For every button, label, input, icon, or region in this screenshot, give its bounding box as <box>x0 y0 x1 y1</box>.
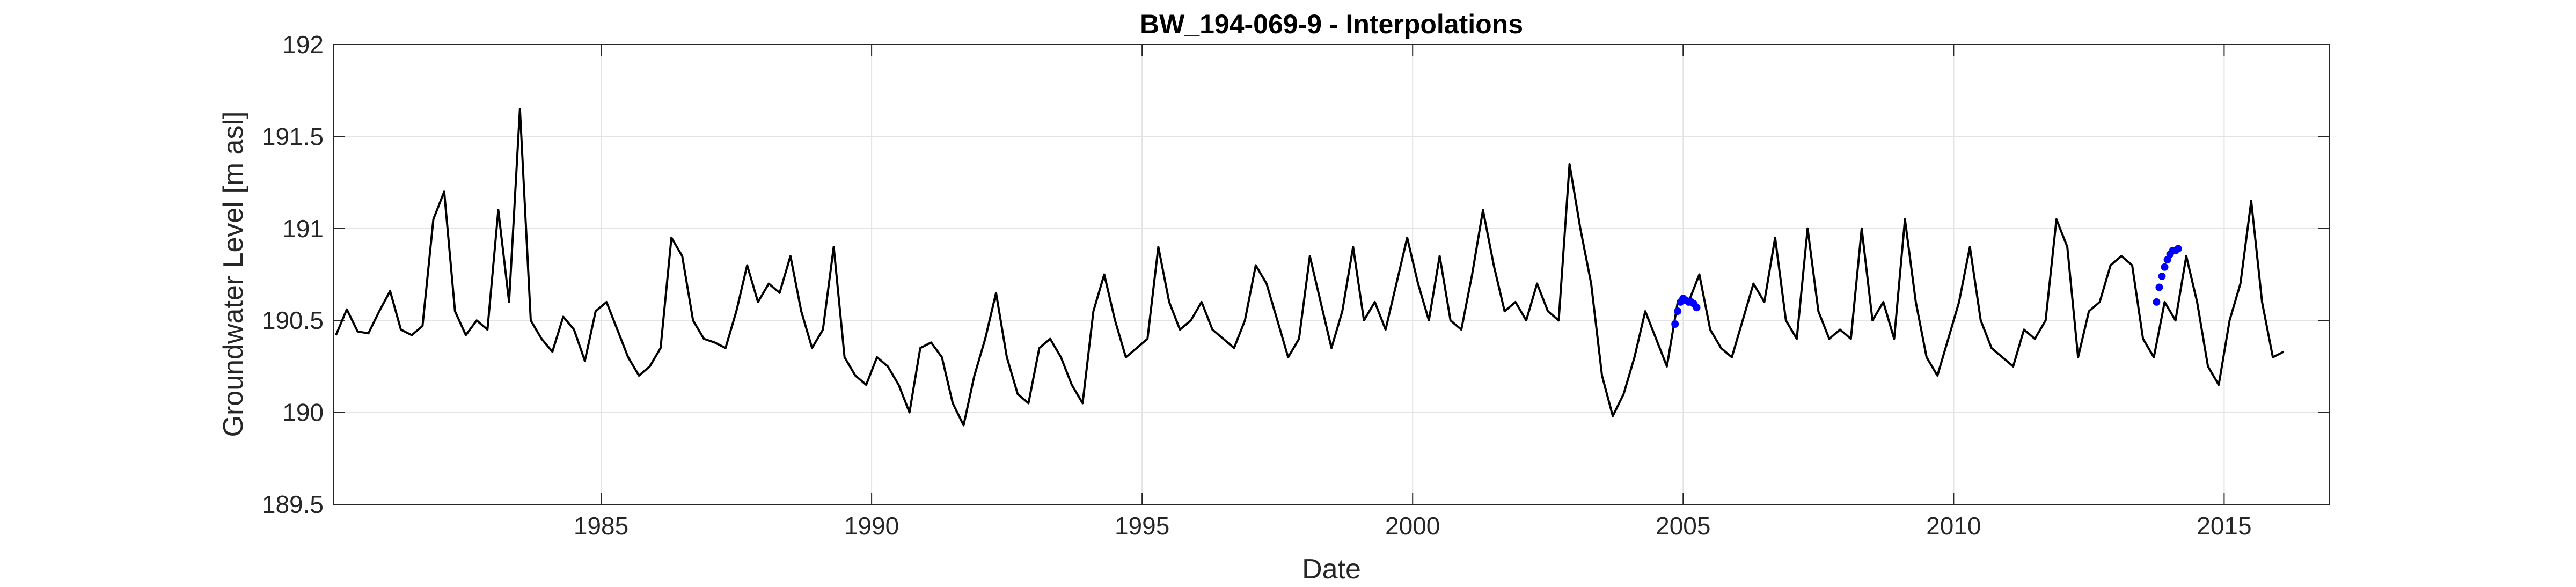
interpolated-point <box>2155 283 2163 291</box>
y-tick-label: 191 <box>282 215 324 243</box>
interpolated-point <box>1674 307 1682 315</box>
axes-box <box>333 44 2330 505</box>
chart-title: BW_194-069-9 - Interpolations <box>1140 9 1523 39</box>
interpolated-point <box>1671 320 1679 328</box>
x-tick-label: 1990 <box>844 512 899 540</box>
plot-area <box>333 45 2330 504</box>
interpolated-point <box>2153 298 2161 306</box>
x-tick-label: 2005 <box>1656 512 1710 540</box>
y-tick-label: 190.5 <box>262 306 324 334</box>
x-axis-label: Date <box>1302 554 1361 585</box>
x-tick-label: 2010 <box>1926 512 1981 540</box>
interpolated-point <box>2161 263 2169 271</box>
interpolated-point <box>2158 272 2166 280</box>
x-tick-label: 2000 <box>1385 512 1440 540</box>
x-tick-label: 1995 <box>1115 512 1169 540</box>
y-tick-label: 192 <box>282 31 324 58</box>
y-tick-label: 190 <box>282 399 324 427</box>
x-tick-label: 1985 <box>574 512 628 540</box>
interpolated-point <box>2174 245 2182 253</box>
x-tick-label: 2015 <box>2197 512 2251 540</box>
data-line <box>335 108 2285 427</box>
y-tick-label: 191.5 <box>262 122 324 150</box>
y-tick-label: 189.5 <box>262 490 324 518</box>
y-axis-label: Groundwater Level [m asl] <box>218 112 249 437</box>
interpolated-point <box>1693 304 1701 312</box>
